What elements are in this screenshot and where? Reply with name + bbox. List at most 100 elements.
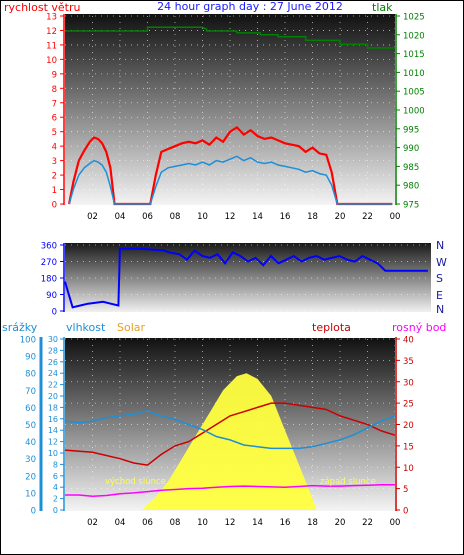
direction-axis-tick-label: 360 xyxy=(41,242,57,252)
x-tick-label: 06 xyxy=(142,518,153,528)
humidity-axis-tick-label: 28 xyxy=(48,346,58,355)
humidity-axis-label: vlhkost xyxy=(66,321,106,334)
x-tick-label: 04 xyxy=(115,212,126,222)
wind-axis-tick-label: 5 xyxy=(52,128,57,138)
wind-axis-tick-label: 10 xyxy=(46,56,57,66)
precipitation-axis-tick-label: 20 xyxy=(25,472,36,482)
precipitation-axis-tick-label: 30 xyxy=(25,455,36,465)
humidity-axis-tick-label: 0 xyxy=(53,506,58,515)
direction-panel-background xyxy=(65,243,431,312)
humidity-axis-tick-label: 30 xyxy=(48,335,58,344)
compass-label: E xyxy=(436,289,443,302)
precipitation-axis-tick-label: 40 xyxy=(25,438,36,448)
dewpoint-line xyxy=(65,484,395,498)
temperature-axis-tick-label: 0 xyxy=(403,507,408,517)
pressure-axis-label: tlak xyxy=(372,1,393,14)
x-tick-label: 20 xyxy=(335,212,346,222)
x-tick-label: 18 xyxy=(307,518,318,528)
x-tick-label: 00 xyxy=(390,518,401,528)
wind-average-line xyxy=(68,155,393,205)
precipitation-axis-tick-label: 0 xyxy=(31,507,36,517)
wind-gust-line xyxy=(68,125,393,206)
temperature-axis-tick-label: 25 xyxy=(403,400,414,410)
x-tick-label: 06 xyxy=(142,212,153,222)
chart-title: 24 hour graph day : 27 June 2012 xyxy=(157,0,343,13)
compass-label: N xyxy=(436,239,444,252)
pressure-axis-tick-label: 975 xyxy=(403,201,419,211)
temperature-axis-tick-label: 30 xyxy=(403,378,414,388)
x-tick-label: 04 xyxy=(115,518,126,528)
temperature-axis-label: teplota xyxy=(312,321,351,334)
temperature-panel: 02 04 06 08 10 12 14 16 18 20 22 000102030405060708… xyxy=(20,335,414,528)
x-tick-label: 08 xyxy=(170,212,181,222)
sunrise-annotation: východ slunce xyxy=(105,477,166,487)
direction-axis-tick-label: 0 xyxy=(52,308,57,318)
humidity-axis-tick-label: 14 xyxy=(48,426,58,435)
precipitation-axis-tick-label: 50 xyxy=(25,421,36,431)
wind-axis-tick-label: 11 xyxy=(46,41,57,51)
pressure-axis-tick-label: 1005 xyxy=(403,88,425,98)
x-tick-label: 14 xyxy=(252,212,263,222)
x-tick-label: 10 xyxy=(197,212,208,222)
direction-axis-tick-label: 90 xyxy=(46,291,57,301)
wind-direction-line xyxy=(64,247,428,309)
wind-panel-background xyxy=(65,14,395,205)
humidity-axis-tick-label: 26 xyxy=(48,358,58,367)
precipitation-axis-tick-label: 100 xyxy=(20,336,36,346)
direction-axis-tick-label: 270 xyxy=(41,258,57,268)
precipitation-axis-tick-label: 70 xyxy=(25,387,36,397)
x-tick-label: 08 xyxy=(170,518,181,528)
x-tick-label: 02 xyxy=(87,518,98,528)
precipitation-axis-tick-label: 10 xyxy=(25,489,36,499)
pressure-line xyxy=(65,26,395,49)
pressure-axis-tick-label: 1010 xyxy=(403,69,425,79)
x-tick-label: 18 xyxy=(307,212,318,222)
temperature-line xyxy=(64,402,396,466)
precipitation-axis-label: srážky xyxy=(2,321,38,334)
pressure-axis-tick-label: 1000 xyxy=(403,107,425,117)
x-tick-label: 20 xyxy=(335,518,346,528)
pressure-axis-tick-label: 985 xyxy=(403,163,419,173)
wind-axis-tick-label: 7 xyxy=(52,99,57,109)
wind-axis-tick-label: 1 xyxy=(52,186,57,196)
wind-axis-tick-label: 3 xyxy=(52,157,57,167)
precipitation-axis-tick-label: 90 xyxy=(25,353,36,363)
precipitation-axis-tick-label: 60 xyxy=(25,404,36,414)
pressure-axis-tick-label: 990 xyxy=(403,144,419,154)
wind-axis-tick-label: 13 xyxy=(46,13,57,23)
direction-axis-tick-label: 180 xyxy=(41,275,57,285)
x-tick-label: 22 xyxy=(362,518,373,528)
wind-axis-tick-label: 0 xyxy=(52,201,57,211)
compass-label: S xyxy=(436,272,443,285)
solar-axis-label: Solar xyxy=(117,321,146,334)
pressure-axis-tick-label: 980 xyxy=(403,182,419,192)
temperature-axis-tick-label: 5 xyxy=(403,485,408,495)
wind-axis-tick-label: 12 xyxy=(46,27,57,37)
wind-axis-tick-label: 9 xyxy=(52,70,57,80)
wind-speed-axis-label: rychlost větru xyxy=(4,1,80,14)
humidity-axis-tick-label: 10 xyxy=(48,449,58,458)
x-tick-label: 02 xyxy=(87,212,98,222)
precipitation-axis-tick-label: 80 xyxy=(25,370,36,380)
pressure-axis-tick-label: 995 xyxy=(403,125,419,135)
wind-axis-tick-label: 6 xyxy=(52,114,57,124)
temperature-axis-tick-label: 40 xyxy=(403,336,414,346)
x-tick-label: 12 xyxy=(225,212,236,222)
temperature-axis-tick-label: 20 xyxy=(403,421,414,431)
humidity-axis-tick-label: 8 xyxy=(53,460,58,469)
humidity-axis-tick-label: 18 xyxy=(48,403,58,412)
x-tick-label: 14 xyxy=(252,518,263,528)
x-tick-label: 12 xyxy=(225,518,236,528)
humidity-axis-tick-label: 12 xyxy=(48,438,58,447)
temperature-axis-tick-label: 10 xyxy=(403,464,414,474)
wind-panel: 0123456789101112139759809859909951000100… xyxy=(46,13,424,223)
pressure-axis-tick-label: 1025 xyxy=(403,13,425,23)
pressure-axis-tick-label: 1015 xyxy=(403,50,425,60)
humidity-axis-tick-label: 24 xyxy=(48,369,58,378)
dewpoint-axis-label: rosný bod xyxy=(392,321,446,334)
solar-area xyxy=(142,373,317,510)
humidity-line xyxy=(64,410,396,450)
wind-axis-tick-label: 8 xyxy=(52,85,57,95)
